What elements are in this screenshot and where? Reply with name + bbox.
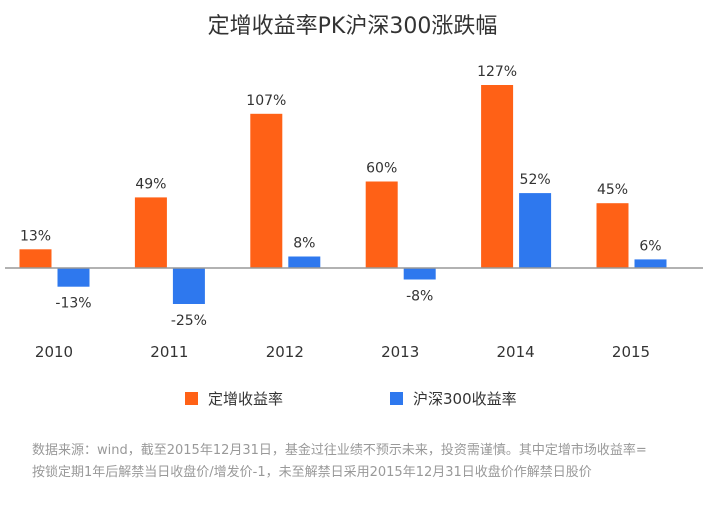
data-label-hs300-2010: -13% (55, 296, 91, 312)
bar-dingzeng-2012 (250, 113, 283, 268)
x-tick-label-2011: 2011 (150, 343, 188, 361)
bar-dingzeng-2010 (19, 249, 52, 268)
data-label-dingzeng-2011: 49% (135, 176, 166, 192)
x-tick-label-2010: 2010 (35, 343, 73, 361)
x-tick-label-2015: 2015 (612, 343, 650, 361)
data-label-hs300-2014: 52% (520, 172, 551, 188)
footnote: 数据来源：wind，截至2015年12月31日，基金过往业绩不预示未来，投资需谨… (32, 440, 702, 484)
data-label-hs300-2013: -8% (406, 289, 433, 305)
data-label-dingzeng-2014: 127% (477, 64, 517, 80)
bar-dingzeng-2013 (365, 181, 398, 268)
bar-hs300-2011 (172, 268, 205, 304)
x-axis-ticks: 2010 2011 2012 2013 2014 2015 (35, 343, 650, 361)
data-label-hs300-2015: 6% (639, 238, 661, 254)
bar-dingzeng-2014 (481, 85, 514, 268)
data-label-dingzeng-2012: 107% (246, 93, 286, 109)
x-tick-label-2014: 2014 (497, 343, 535, 361)
x-tick-label-2012: 2012 (266, 343, 304, 361)
bar-hs300-2012 (288, 256, 321, 268)
footnote-line-1: 数据来源：wind，截至2015年12月31日，基金过往业绩不预示未来，投资需谨… (32, 443, 647, 458)
legend-item-dingzeng: 定增收益率 (185, 388, 283, 409)
bar-hs300-2015 (634, 259, 667, 268)
bar-hs300-2010 (57, 268, 90, 287)
bar-dingzeng-2015 (596, 203, 629, 268)
data-label-hs300-2012: 8% (293, 236, 315, 252)
data-label-hs300-2011: -25% (171, 313, 207, 329)
chart-title: 定增收益率PK沪深300涨跌幅 (207, 14, 498, 39)
bar-hs300-2013 (403, 268, 436, 280)
data-label-dingzeng-2013: 60% (366, 161, 397, 177)
legend-label-hs300: 沪深300收益率 (413, 390, 517, 408)
bar-hs300-2014 (519, 193, 552, 268)
legend-swatch-orange (185, 392, 198, 405)
bars-layer (19, 85, 667, 304)
data-label-dingzeng-2015: 45% (597, 182, 628, 198)
bar-dingzeng-2011 (134, 197, 167, 268)
x-tick-label-2013: 2013 (381, 343, 419, 361)
legend-swatch-blue (390, 392, 403, 405)
legend-item-hs300: 沪深300收益率 (390, 388, 517, 409)
footnote-line-2: 按锁定期1年后解禁当日收盘价/增发价-1，未至解禁日采用2015年12月31日收… (32, 465, 592, 480)
labels-layer: 13% -13% 49% -25% 107% 8% 60% -8% 127% 52% 45% 6% (20, 64, 662, 329)
data-label-dingzeng-2010: 13% (20, 228, 51, 244)
legend-label-dingzeng: 定增收益率 (208, 390, 284, 408)
